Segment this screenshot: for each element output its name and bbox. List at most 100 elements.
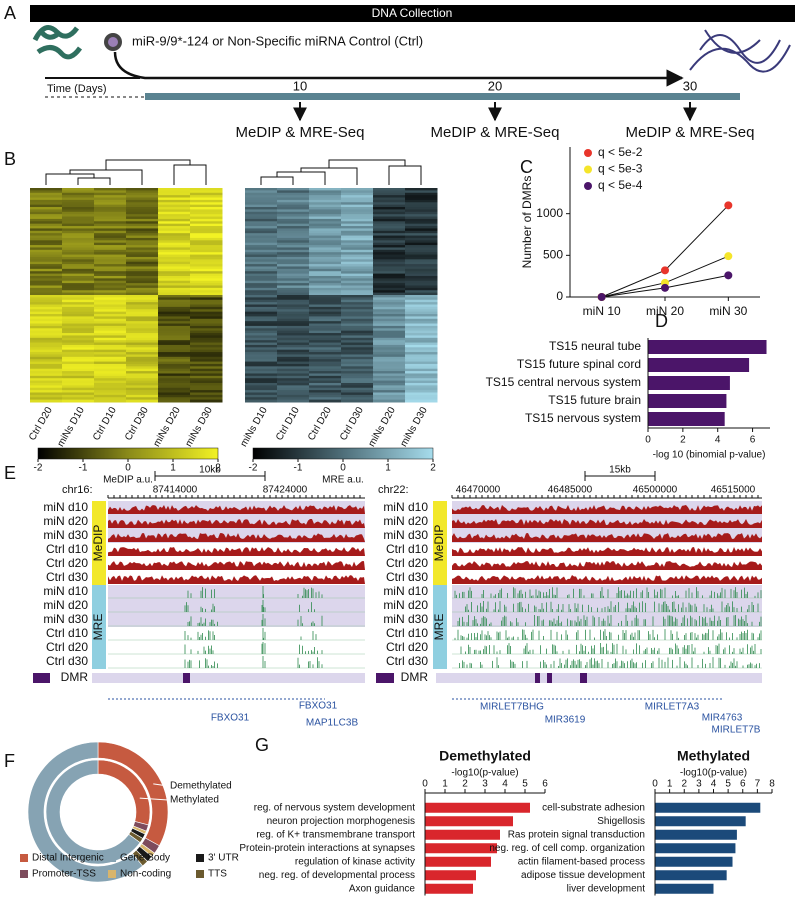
- mre-signal: [460, 643, 762, 654]
- assay: MeDIP & MRE-Seq: [236, 124, 365, 141]
- heatmap-cell: [277, 290, 310, 294]
- heatmap-cell: [373, 199, 406, 203]
- heatmap-cell: [373, 273, 406, 277]
- heatmap-cell: [62, 349, 95, 353]
- heatmap-cell: [277, 216, 310, 220]
- heatmap-cell: [341, 394, 374, 398]
- heatmap-cell: [405, 261, 438, 265]
- heatmap-cell: [405, 245, 438, 248]
- heatmap-cell: [341, 316, 374, 320]
- heatmap-cell: [309, 363, 342, 367]
- heatmap-cell: [245, 278, 278, 282]
- heatmap-cell: [277, 340, 310, 344]
- category-label: reg. of K+ transmembrane transport: [256, 829, 415, 840]
- heatmap-cell: [158, 302, 191, 306]
- heatmap-cell: [341, 295, 374, 298]
- heatmap-cell: [126, 337, 159, 341]
- heatmap-cell: [30, 306, 63, 310]
- leader: [153, 783, 169, 787]
- heatmap-cell: [309, 390, 342, 393]
- heatmap-cell: [309, 356, 342, 360]
- heatmap-cell: [158, 347, 191, 351]
- heatmap-cell: [277, 214, 310, 218]
- heatmap-cell: [94, 342, 127, 346]
- panel-label: E: [4, 463, 16, 483]
- banner-bar: [30, 5, 795, 22]
- heatmap-cell: [341, 375, 374, 379]
- heatmap-cell: [94, 278, 127, 282]
- heatmap-cell: [126, 349, 159, 353]
- heatmap-cell: [30, 240, 63, 244]
- heatmap-cell: [405, 323, 438, 327]
- heatmap-cell: [277, 375, 310, 379]
- mre-signal: [459, 657, 760, 668]
- heatmap-cell: [62, 211, 95, 215]
- x-tick-label: 0: [422, 779, 428, 790]
- heatmap-cell: [245, 261, 278, 265]
- heatmap-cell: [158, 375, 191, 379]
- heatmap-cell: [190, 278, 223, 282]
- heatmap-cell: [341, 223, 374, 227]
- heatmap-cell: [373, 323, 406, 327]
- heatmap-cell: [126, 325, 159, 329]
- heatmap-cell: [373, 378, 406, 382]
- heatmap-cell: [158, 314, 191, 317]
- heatmap-cell: [94, 390, 127, 393]
- heatmap-cell: [126, 216, 159, 220]
- heatmap-cell: [309, 304, 342, 308]
- heatmap-cell: [341, 323, 374, 327]
- heatmap-cell: [94, 264, 127, 267]
- heatmap-cell: [158, 199, 191, 203]
- heatmap-cell: [126, 226, 159, 229]
- heatmap-cell: [94, 382, 127, 386]
- heatmap-cell: [94, 285, 127, 289]
- assay-label: MRE: [432, 614, 446, 641]
- heatmap-cell: [94, 271, 127, 275]
- heatmap-cell: [62, 380, 95, 384]
- heatmap-cell: [94, 188, 127, 191]
- heatmap-cell: [94, 283, 127, 286]
- heatmap-cell: [373, 330, 406, 334]
- heatmap-cell: [94, 249, 127, 253]
- heatmap-cell: [30, 349, 63, 353]
- heatmap-cell: [30, 211, 63, 215]
- colorbar-tick-label: 2: [430, 463, 436, 474]
- heatmap-cell: [62, 363, 95, 367]
- x-tick-label: 0: [652, 779, 658, 790]
- heatmap-cell: [309, 211, 342, 215]
- heatmap-cell: [405, 373, 438, 377]
- heatmap-cell: [245, 325, 278, 329]
- coord: 46500000: [633, 485, 678, 496]
- heatmap-cell: [30, 373, 63, 377]
- heatmap-cell: [94, 316, 127, 320]
- heatmap-cell: [94, 252, 127, 256]
- heatmap-cell: [62, 335, 95, 339]
- heatmap-cell: [245, 328, 278, 332]
- heatmap-cell: [341, 328, 374, 332]
- bar: [648, 376, 730, 390]
- heatmap-cell: [126, 209, 159, 213]
- heatmap-cell: [30, 342, 63, 346]
- heatmap-cell: [341, 382, 374, 386]
- heatmap-cell: [158, 295, 191, 298]
- heatmap-cell: [62, 344, 95, 348]
- heatmap-cell: [341, 211, 374, 215]
- heatmap-cell: [373, 268, 406, 272]
- x-tick-label: 0: [645, 435, 651, 446]
- heatmap-cell: [341, 259, 374, 263]
- x-tick-label: 2: [681, 779, 687, 790]
- heatmap-cell: [30, 297, 63, 301]
- heatmap-cell: [158, 221, 191, 225]
- x-tick-label: 2: [462, 779, 468, 790]
- track-label: Ctrl d20: [46, 640, 88, 654]
- heatmap-cell: [373, 252, 406, 256]
- legend-label: Distal Intergenic: [32, 853, 104, 864]
- heatmap-cell: [341, 318, 374, 322]
- heatmap-cell: [158, 385, 191, 389]
- heatmap-cell: [373, 188, 406, 191]
- heatmap-cell: [190, 209, 223, 213]
- heatmap-cell: [126, 242, 159, 246]
- heatmap-cell: [341, 273, 374, 277]
- colorbar-tick-label: -2: [249, 463, 258, 474]
- heatmap-cell: [309, 302, 342, 306]
